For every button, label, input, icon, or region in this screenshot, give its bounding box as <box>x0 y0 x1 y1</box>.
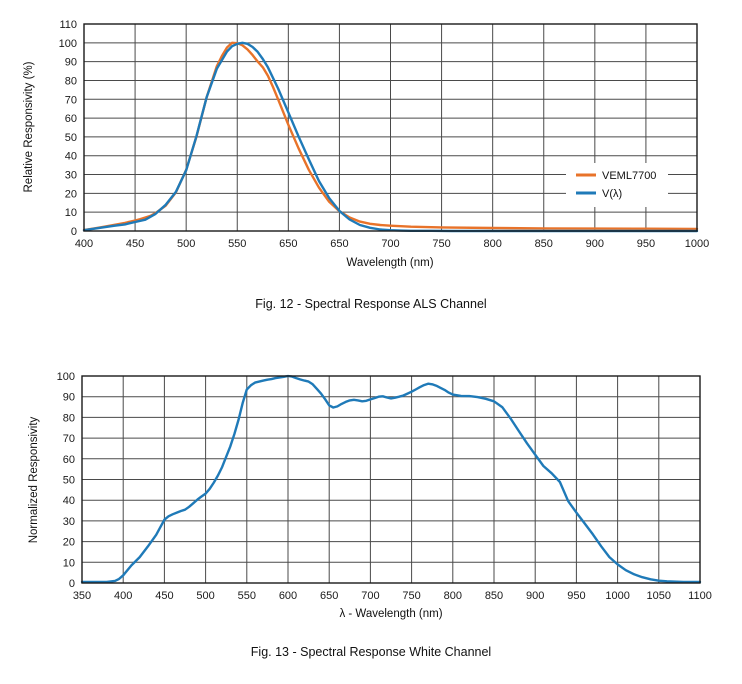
y-tick-label: 30 <box>63 516 75 528</box>
x-tick-label: 650 <box>330 238 348 250</box>
x-tick-label: 500 <box>177 238 195 250</box>
x-tick-label: 950 <box>567 590 585 602</box>
x-tick-label: 1050 <box>647 590 671 602</box>
y-tick-label: 30 <box>65 170 77 182</box>
y-tick-label: 20 <box>65 188 77 200</box>
x-tick-label: 400 <box>114 590 132 602</box>
y-tick-label: 60 <box>63 454 75 466</box>
fig13-y-axis-title: Normalized Responsivity <box>28 416 40 543</box>
y-tick-label: 60 <box>65 113 77 125</box>
y-tick-label: 40 <box>63 495 75 507</box>
x-tick-label: 900 <box>586 238 604 250</box>
x-tick-label: 650 <box>320 590 338 602</box>
x-tick-label: 450 <box>155 590 173 602</box>
y-tick-label: 40 <box>65 151 77 163</box>
y-tick-label: 100 <box>59 38 77 50</box>
fig12-caption: Fig. 12 - Spectral Response ALS Channel <box>255 297 487 311</box>
x-tick-label: 950 <box>637 238 655 250</box>
grid <box>81 375 701 584</box>
x-tick-label: 1000 <box>605 590 629 602</box>
y-tick-label: 90 <box>65 57 77 69</box>
y-tick-label: 80 <box>63 412 75 424</box>
y-tick-label: 0 <box>71 226 77 238</box>
y-tick-label: 80 <box>65 75 77 87</box>
y-tick-label: 90 <box>63 392 75 404</box>
plot-border <box>83 23 698 232</box>
legend-label: V(λ) <box>602 188 622 200</box>
plot-border <box>81 375 701 584</box>
y-tick-label: 50 <box>65 132 77 144</box>
x-tick-label: 500 <box>196 590 214 602</box>
x-tick-label: 450 <box>126 238 144 250</box>
series-white-channel <box>80 374 702 584</box>
x-tick-label: 850 <box>535 238 553 250</box>
y-tick-label: 110 <box>59 19 77 31</box>
x-tick-label: 550 <box>228 238 246 250</box>
series-veml7700 <box>82 41 699 232</box>
y-tick-label: 10 <box>65 207 77 219</box>
x-tick-label: 600 <box>279 590 297 602</box>
x-tick-label: 700 <box>361 590 379 602</box>
white-spectral-response-chart: λ - Wavelength (nm) Normalized Responsiv… <box>28 371 712 620</box>
x-tick-label: 900 <box>526 590 544 602</box>
fig13-caption: Fig. 13 - Spectral Response White Channe… <box>250 645 492 659</box>
x-tick-label: 750 <box>402 590 420 602</box>
x-tick-label: 700 <box>381 238 399 250</box>
x-tick-label: 750 <box>432 238 450 250</box>
legend-background <box>566 163 668 207</box>
x-tick-label: 850 <box>485 590 503 602</box>
legend-label: VEML7700 <box>602 170 656 182</box>
x-tick-label: 400 <box>75 238 93 250</box>
y-tick-label: 100 <box>57 371 75 383</box>
x-tick-label: 1100 <box>688 590 712 602</box>
y-tick-label: 10 <box>63 557 75 569</box>
y-tick-label: 20 <box>63 537 75 549</box>
x-tick-label: 350 <box>73 590 91 602</box>
fig13-x-axis-title: λ - Wavelength (nm) <box>339 608 442 620</box>
x-tick-label: 800 <box>444 590 462 602</box>
fig12-x-axis-title: Wavelength (nm) <box>346 257 433 269</box>
fig12-y-axis-title: Relative Responsivity (%) <box>23 61 35 192</box>
y-tick-label: 70 <box>63 433 75 445</box>
x-tick-label: 550 <box>238 590 256 602</box>
legend: VEML7700 V(λ) <box>566 163 668 207</box>
y-tick-label: 50 <box>63 475 75 487</box>
y-tick-label: 70 <box>65 94 77 106</box>
als-spectral-response-chart: Wavelength (nm) Relative Responsivity (%… <box>23 19 709 269</box>
x-tick-label: 800 <box>483 238 501 250</box>
x-tick-label: 650 <box>279 238 297 250</box>
y-tick-label: 0 <box>69 578 75 590</box>
x-tick-label: 1000 <box>685 238 709 250</box>
